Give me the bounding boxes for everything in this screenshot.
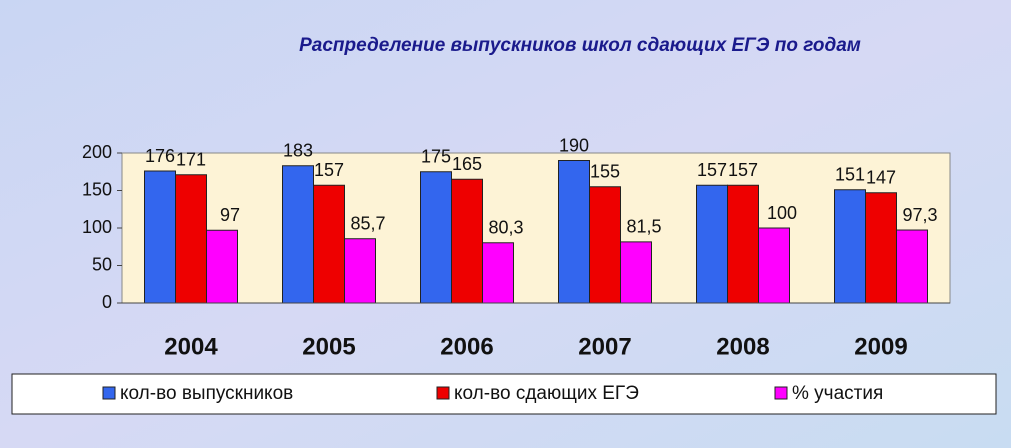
value-label: 147 [866,168,896,188]
bar [896,229,928,304]
value-label: 80,3 [488,218,523,238]
legend-swatch [774,386,788,400]
bar [558,160,590,304]
y-tick-label: 150 [82,179,112,199]
y-tick-label: 50 [92,254,112,274]
x-tick-label: 2008 [716,333,769,360]
bar [206,229,238,304]
value-label: 157 [697,160,727,180]
plot-area [121,152,951,304]
bar [482,242,514,304]
bar [865,192,897,304]
bar [451,178,483,304]
legend-box [11,373,997,415]
bar [344,238,376,304]
x-tick-label: 2004 [164,333,218,360]
legend-swatch [102,386,116,400]
y-tick-label: 200 [82,142,112,162]
legend-label: кол-во сдающих ЕГЭ [454,383,639,404]
value-label: 155 [590,162,620,182]
value-label: 175 [421,147,451,167]
value-label: 97 [220,205,240,225]
value-label: 157 [728,160,758,180]
legend-swatch [436,386,450,400]
x-tick-label: 2009 [854,333,907,360]
legend-label: кол-во выпускников [120,383,293,404]
bar [175,174,207,304]
value-label: 171 [176,150,206,170]
chart-title: Распределение выпускников школ сдающих Е… [299,35,861,56]
value-label: 176 [145,146,175,166]
bar [620,241,652,304]
bar [282,165,314,304]
bar [420,171,452,304]
y-tick-label: 100 [82,217,112,237]
bar [696,184,728,304]
value-label: 151 [835,165,865,185]
legend-label: % участия [792,383,883,404]
value-label: 183 [283,141,313,161]
x-tick-label: 2005 [302,333,355,360]
bar [589,186,621,304]
value-label: 157 [314,160,344,180]
bar [727,184,759,304]
value-label: 165 [452,154,482,174]
bar [313,184,345,304]
y-tick-label: 0 [102,292,112,312]
bar [144,170,176,304]
x-tick-label: 2006 [440,333,493,360]
bar [758,227,790,304]
value-label: 100 [767,203,797,223]
x-tick-label: 2007 [578,333,631,360]
value-label: 85,7 [350,213,385,233]
value-label: 81,5 [626,217,661,237]
bar [834,189,866,304]
value-label: 190 [559,135,589,155]
value-label: 97,3 [902,205,937,225]
